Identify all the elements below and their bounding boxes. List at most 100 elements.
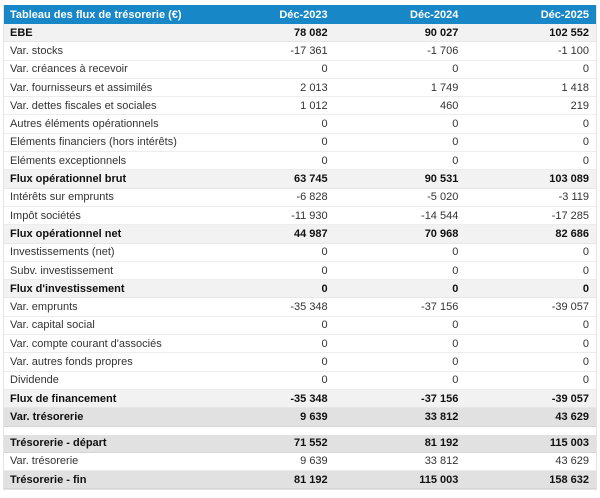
table-row: Flux d'investissement 0 0 0 [4, 280, 596, 299]
row-value: 0 [582, 246, 590, 259]
row-value: 102 552 [549, 26, 590, 39]
row-value: 63 745 [294, 173, 328, 186]
row-value: 43 629 [555, 410, 590, 423]
row-value: 460 [439, 99, 459, 112]
row-value: 0 [321, 118, 328, 131]
row-value: 9 639 [300, 455, 328, 468]
row-value: -1 706 [427, 44, 459, 57]
row-label: Var. compte courant d'associés [10, 337, 162, 350]
table-row: Var. créances à recevoir 0 0 0 [4, 60, 596, 79]
row-label: Investissements (net) [10, 246, 115, 259]
row-value: 0 [321, 374, 328, 387]
row-value: 0 [321, 154, 328, 167]
row-label: Flux opérationnel brut [10, 173, 127, 186]
row-label: Var. autres fonds propres [10, 355, 133, 368]
row-label: Var. créances à recevoir [10, 63, 128, 76]
row-value: 0 [582, 118, 590, 131]
table-row: Investissements (net) 0 0 0 [4, 243, 596, 262]
row-label: Autres éléments opérationnels [10, 118, 159, 131]
row-value: -17 285 [551, 209, 590, 222]
row-value: 0 [321, 63, 328, 76]
table-header-row: Tableau des flux de trésorerie (€) Déc-2… [4, 5, 596, 24]
row-label: Flux d'investissement [10, 282, 125, 295]
row-value: 33 812 [424, 410, 459, 423]
cash-flow-table: Tableau des flux de trésorerie (€) Déc-2… [3, 5, 597, 491]
row-value: 78 082 [294, 26, 328, 39]
table-row: Eléments exceptionnels 0 0 0 [4, 152, 596, 171]
table-row: Autres éléments opérationnels 0 0 0 [4, 115, 596, 134]
row-label: Var. fournisseurs et assimilés [10, 81, 153, 94]
column-header-dec-2023: Déc-2023 [279, 8, 328, 21]
row-value: 0 [321, 246, 328, 259]
row-value: 0 [452, 374, 459, 387]
table-row: Flux opérationnel brut 63 745 90 531 103 08… [4, 170, 596, 189]
table-row: Var. autres fonds propres 0 0 0 [4, 353, 596, 372]
row-label: Var. dettes fiscales et sociales [10, 99, 157, 112]
row-value: 0 [582, 319, 590, 332]
row-value: 0 [452, 319, 459, 332]
row-value: 0 [452, 355, 459, 368]
row-value: 0 [452, 118, 459, 131]
row-label: Trésorerie - fin [10, 473, 87, 486]
row-value: 82 686 [555, 227, 590, 240]
row-label: Var. stocks [10, 44, 63, 57]
row-value: -39 057 [551, 301, 590, 314]
row-value: 0 [452, 154, 459, 167]
row-value: 0 [452, 63, 459, 76]
table-row: Intérêts sur emprunts -6 828 -5 020 -3 119 [4, 188, 596, 207]
row-value: -39 057 [551, 392, 590, 405]
row-label: Subv. investissement [10, 264, 114, 277]
row-value: 90 531 [424, 173, 459, 186]
row-label: Intérêts sur emprunts [10, 191, 114, 204]
row-value: 0 [452, 337, 459, 350]
row-value: 81 192 [294, 473, 328, 486]
row-label: Eléments exceptionnels [10, 154, 127, 167]
row-value: 2 013 [300, 81, 328, 94]
row-value: 115 003 [549, 437, 590, 450]
row-value: 0 [452, 246, 459, 259]
row-value: 44 987 [294, 227, 328, 240]
row-value: 158 632 [549, 473, 590, 486]
row-label: Var. emprunts [10, 301, 78, 314]
table-row: Var. dettes fiscales et sociales 1 012 460… [4, 97, 596, 116]
row-value: 0 [582, 337, 590, 350]
row-value: -11 930 [291, 209, 328, 222]
row-value: 0 [582, 63, 590, 76]
row-value: 0 [582, 374, 590, 387]
row-value: 0 [452, 136, 459, 149]
row-label: Var. trésorerie [10, 410, 84, 423]
row-value: -35 348 [290, 392, 328, 405]
row-label: EBE [10, 26, 33, 39]
table-row: Var. fournisseurs et assimilés 2 013 1 749… [4, 78, 596, 98]
row-value: -1 100 [557, 44, 590, 57]
row-value: 70 968 [424, 227, 459, 240]
row-value: 0 [582, 136, 590, 149]
table-row: Dividende 0 0 0 [4, 371, 596, 390]
table-row: Eléments financiers (hors intérêts) 0 0 0 [4, 133, 596, 153]
row-value: 1 749 [430, 81, 459, 94]
table-spacer-row [4, 426, 596, 435]
table-title: Tableau des flux de trésorerie (€) [10, 8, 182, 21]
row-value: 0 [582, 355, 590, 368]
row-label: Eléments financiers (hors intérêts) [10, 136, 177, 149]
table-row: Var. emprunts -35 348 -37 156 -39 057 [4, 298, 596, 317]
row-value: -5 020 [427, 191, 459, 204]
row-label: Trésorerie - départ [10, 437, 107, 450]
row-value: 1 012 [300, 99, 328, 112]
row-value: 81 192 [424, 437, 459, 450]
row-value: 0 [582, 264, 590, 277]
row-value: 115 003 [419, 473, 459, 486]
row-value: 0 [321, 319, 328, 332]
row-value: 0 [582, 282, 590, 295]
table-row: Flux opérationnel net 44 987 70 968 82 686 [4, 225, 596, 244]
row-value: 103 089 [549, 173, 590, 186]
row-value: 43 629 [555, 455, 590, 468]
row-value: -37 156 [421, 392, 459, 405]
row-value: -14 544 [421, 209, 459, 222]
table-row: Var. trésorerie 9 639 33 812 43 629 [4, 408, 596, 427]
table-row: Trésorerie - fin 81 192 115 003 158 632 [4, 471, 596, 490]
row-value: 0 [582, 154, 590, 167]
table-row: Var. trésorerie 9 639 33 812 43 629 [4, 452, 596, 472]
table-row: Var. capital social 0 0 0 [4, 316, 596, 336]
row-value: 0 [321, 355, 328, 368]
